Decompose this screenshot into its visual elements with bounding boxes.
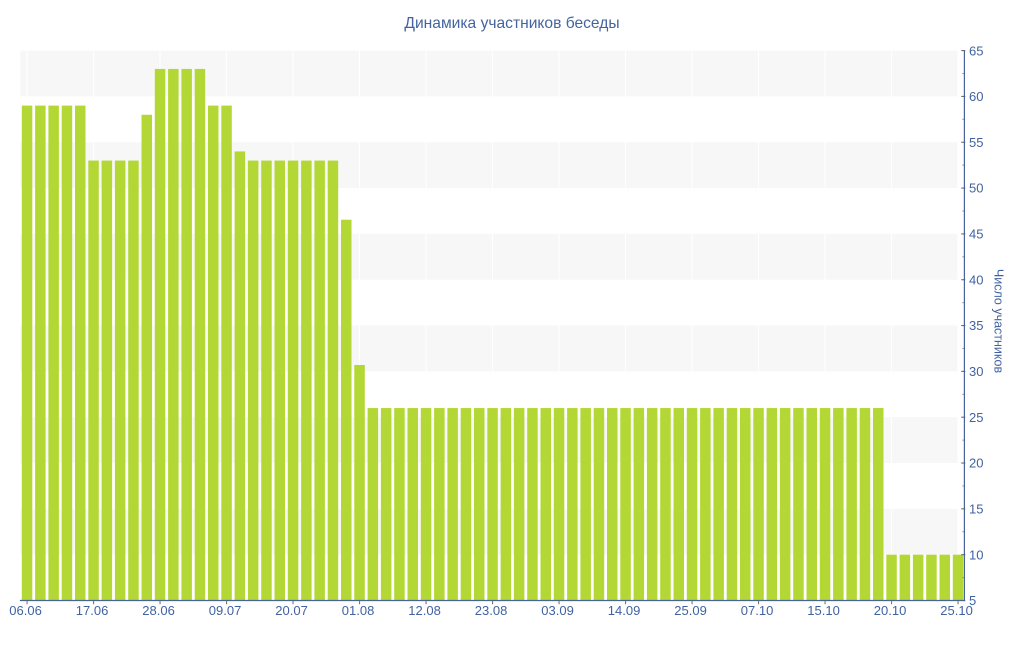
svg-text:40: 40 <box>969 272 983 287</box>
svg-text:14.09: 14.09 <box>608 603 641 618</box>
svg-text:50: 50 <box>969 181 983 196</box>
svg-text:Динамика участников беседы: Динамика участников беседы <box>404 15 619 32</box>
svg-text:25: 25 <box>969 410 983 425</box>
svg-text:Число участников: Число участников <box>992 269 1006 374</box>
svg-text:30: 30 <box>969 364 983 379</box>
svg-text:09.07: 09.07 <box>209 603 242 618</box>
svg-text:20: 20 <box>969 456 983 471</box>
svg-text:25.09: 25.09 <box>674 603 707 618</box>
svg-text:06.06: 06.06 <box>9 603 42 618</box>
svg-text:20.10: 20.10 <box>874 603 907 618</box>
svg-text:17.06: 17.06 <box>76 603 109 618</box>
svg-text:65: 65 <box>969 43 983 58</box>
svg-text:5: 5 <box>969 593 976 608</box>
svg-text:25.10: 25.10 <box>940 603 973 618</box>
svg-text:15: 15 <box>969 502 983 517</box>
svg-text:12.08: 12.08 <box>408 603 441 618</box>
svg-text:01.08: 01.08 <box>342 603 375 618</box>
svg-text:15.10: 15.10 <box>807 603 840 618</box>
svg-text:20.07: 20.07 <box>275 603 308 618</box>
svg-text:28.06: 28.06 <box>142 603 175 618</box>
svg-text:60: 60 <box>969 89 983 104</box>
svg-text:07.10: 07.10 <box>741 603 774 618</box>
svg-text:45: 45 <box>969 227 983 242</box>
svg-text:55: 55 <box>969 135 983 150</box>
svg-text:23.08: 23.08 <box>475 603 508 618</box>
svg-text:03.09: 03.09 <box>541 603 574 618</box>
svg-text:35: 35 <box>969 318 983 333</box>
svg-text:10: 10 <box>969 547 983 562</box>
